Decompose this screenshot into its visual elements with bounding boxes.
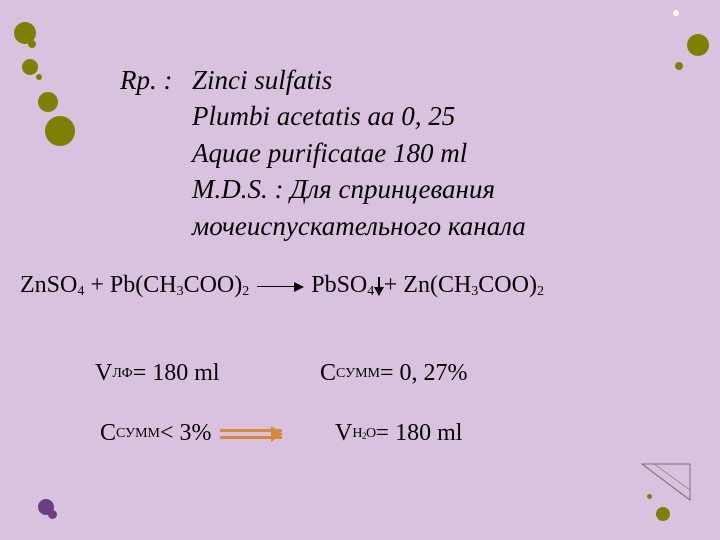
eq-r2: + Zn(CH3COO)2 bbox=[384, 272, 544, 300]
recipe-block: Rp. : Zinci sulfatis Plumbi acetatis aa … bbox=[120, 62, 680, 244]
decor-circle bbox=[28, 40, 36, 48]
arrow-down-icon bbox=[378, 277, 380, 295]
recipe-prefix: Rp. : bbox=[120, 62, 192, 98]
recipe-line-0: Zinci sulfatis bbox=[192, 62, 680, 98]
decor-circle bbox=[673, 10, 679, 16]
recipe-line-3: M.D.S. : Для спринцевания bbox=[192, 171, 680, 207]
decor-circle bbox=[647, 494, 652, 499]
decor-circle bbox=[22, 59, 38, 75]
equation: ZnSO4 + Pb(CH3COO)2 PbSO4 + Zn(CH3COO)2 bbox=[20, 272, 720, 300]
decor-circle bbox=[45, 116, 75, 146]
recipe-line-2: Aquae purificatae 180 ml bbox=[192, 135, 680, 171]
calc-vlf: VЛФ = 180 ml bbox=[95, 360, 220, 387]
eq-left: ZnSO4 + Pb(CH3COO)2 bbox=[20, 272, 249, 300]
decor-circle bbox=[656, 507, 670, 521]
decor-circle bbox=[675, 62, 683, 70]
recipe-line-1: Plumbi acetatis aa 0, 25 bbox=[192, 98, 680, 134]
recipe-line-4: мочеиспускательного канала bbox=[192, 208, 680, 244]
calc-csum1: CСУММ = 0, 27% bbox=[320, 360, 468, 387]
decor-circle bbox=[38, 92, 58, 112]
arrow-right-icon bbox=[257, 286, 303, 287]
calc-vh2o: VH2O = 180 ml bbox=[335, 420, 462, 447]
decor-circle bbox=[687, 34, 709, 56]
calc-csum2: CСУММ < 3% bbox=[100, 420, 290, 447]
slide: Rp. : Zinci sulfatis Plumbi acetatis aa … bbox=[0, 0, 720, 540]
decor-circle bbox=[48, 510, 57, 519]
decor-circle bbox=[36, 74, 42, 80]
eq-r1: PbSO4 bbox=[311, 272, 374, 300]
double-arrow-icon bbox=[220, 429, 282, 439]
